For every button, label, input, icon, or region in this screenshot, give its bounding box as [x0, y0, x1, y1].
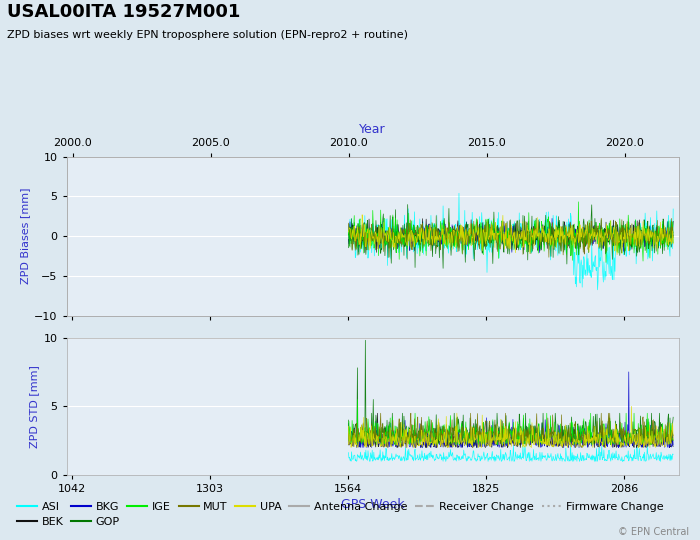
Y-axis label: ZPD STD [mm]: ZPD STD [mm] — [29, 365, 39, 448]
X-axis label: Year: Year — [359, 124, 386, 137]
Text: ZPD biases wrt weekly EPN troposphere solution (EPN-repro2 + routine): ZPD biases wrt weekly EPN troposphere so… — [7, 30, 408, 40]
Text: © EPN Central: © EPN Central — [618, 527, 690, 537]
Text: USAL00ITA 19527M001: USAL00ITA 19527M001 — [7, 3, 240, 21]
Legend: ASI, BEK, BKG, GOP, IGE, MUT, UPA, Antenna Change, Receiver Change, Firmware Cha: ASI, BEK, BKG, GOP, IGE, MUT, UPA, Anten… — [13, 497, 668, 532]
X-axis label: GPS Week: GPS Week — [341, 498, 405, 511]
Y-axis label: ZPD Biases [mm]: ZPD Biases [mm] — [20, 188, 30, 285]
